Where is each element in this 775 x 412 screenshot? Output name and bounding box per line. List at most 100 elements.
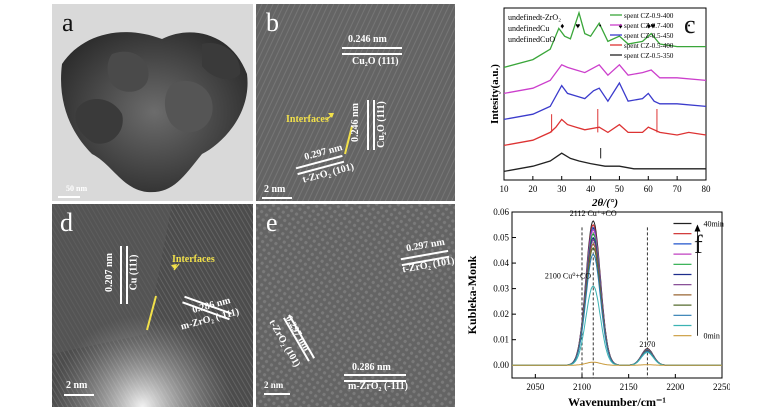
tem-image-b [256, 4, 455, 201]
scale-bar-b [262, 197, 292, 199]
panel-f: f 2050 2100 2150 2200 2250 0.00 0.01 0.02 0.03 0.… [458, 206, 730, 412]
peak-marker: ♦ [619, 21, 623, 30]
panel-b: b 0.246 nm Cu₂O (111) Interfaces 0.246 n… [256, 4, 455, 201]
series-line [512, 236, 722, 366]
lattice-lines-e3 [344, 374, 406, 382]
y-tick-label: 0.01 [493, 335, 509, 345]
tem-image-a [52, 4, 253, 201]
y-tick-label: 0.05 [493, 233, 509, 243]
x-tick-label: 50 [615, 184, 625, 194]
plane-label-b2: Cu₂O (111) [375, 101, 387, 148]
x-tick-label: 20 [528, 184, 538, 194]
peak-annotation: 2170 [639, 340, 655, 349]
interface-arrow-d [146, 263, 180, 331]
x-axis-label: Wavenumber/cm⁻¹ [568, 395, 666, 409]
x-axis-label: 2θ/(°) [591, 197, 618, 208]
peak-marker: ♥ [651, 21, 656, 30]
interfaces-label-d: Interfaces [172, 254, 215, 265]
panel-c: c 10 20 30 40 50 60 70 80 2θ/(°) Intesity(a.u.) ♦ ♥… [458, 0, 718, 208]
series-line [512, 361, 722, 366]
plane-label-b1: Cu₂O (111) [352, 56, 399, 67]
time-arrowhead [694, 224, 701, 232]
marker-legend-entry: undefinedt-ZrO₂ [508, 13, 561, 22]
y-tick-label: 0.03 [493, 284, 509, 294]
plot-frame [503, 7, 707, 181]
peak-annotation: 2112 Cu⁺+CO [570, 209, 617, 218]
peak-marker: • [599, 21, 602, 30]
panel-label-b: b [266, 8, 279, 37]
scale-bar-d [64, 394, 94, 396]
spacing-label-e3: 0.286 nm [352, 362, 391, 373]
series-line [512, 229, 722, 366]
series-line [503, 81, 707, 121]
legend-entry: spent CZ-0.5-450 [624, 32, 674, 40]
x-tick-label: 2100 [573, 382, 592, 392]
x-tick-label: 30 [557, 184, 567, 194]
x-tick-label: 40 [586, 184, 596, 194]
y-axis-label: Intesity(a.u.) [489, 64, 501, 124]
peak-annotation: 2100 Cu⁰+CO [545, 272, 591, 281]
series-line [512, 232, 722, 366]
panel-label-a: a [62, 8, 74, 37]
drifts-chart: 2050 2100 2150 2200 2250 0.00 0.01 0.02 0.03 0.04… [465, 207, 730, 409]
series-line [512, 239, 722, 366]
series-line [503, 63, 707, 95]
series-line [512, 253, 722, 366]
plot-frame [511, 211, 723, 379]
panel-label-c: c [684, 10, 696, 39]
peak-marker: • [688, 21, 691, 30]
series-line [512, 247, 722, 366]
panel-d: d 0.207 nm Cu (111) Interfaces 0.286 nm … [52, 204, 253, 407]
legend-entry: spent CZ-0.7-400 [624, 22, 674, 30]
y-tick-label: 0.02 [493, 309, 509, 319]
plane-label-e3: m-ZrO₂ (-111) [348, 381, 408, 392]
arrow-label-top: 40min [703, 219, 723, 228]
series-line [503, 152, 706, 173]
panel-label-d: d [60, 208, 73, 237]
panel-label-f: f [694, 230, 703, 259]
y-tick-label: 0.06 [493, 207, 509, 217]
x-tick-label: 60 [644, 184, 654, 194]
legend-entry: spent CZ-0.9-400 [624, 12, 674, 20]
x-tick-label: 2250 [713, 382, 730, 392]
panel-e: e 0.297 nm t-ZrO₂ (101) 0.297 nm t-ZrO₂ … [256, 204, 455, 407]
x-tick-label: 2200 [666, 382, 685, 392]
scale-text-e: 2 nm [264, 380, 284, 390]
peak-marker: ♦ [560, 21, 564, 30]
y-tick-label: 0.00 [493, 360, 509, 370]
x-tick-label: 80 [702, 184, 712, 194]
x-tick-label: 70 [673, 184, 683, 194]
x-tick-label: 2150 [620, 382, 639, 392]
arrow-label-bottom: 0min [703, 332, 719, 341]
legend-entry: spent CZ-0.5-400 [624, 42, 674, 50]
series-line [503, 10, 706, 69]
interface-arrow-b [325, 113, 353, 155]
peak-marker: ♦ [647, 21, 651, 30]
lattice-lines-b1 [342, 47, 402, 55]
scale-bar-e [264, 393, 290, 395]
interfaces-label-b: Interfaces [286, 114, 329, 125]
panel-a: a 50 nm [52, 4, 253, 201]
scale-bar-a [58, 196, 80, 198]
series-line [503, 118, 707, 147]
legend-entry: spent CZ-0.5-350 [624, 52, 674, 60]
marker-legend-entry: undefinedCuO [508, 35, 555, 44]
scale-text-a: 50 nm [66, 184, 88, 193]
panel-label-e: e [266, 208, 278, 237]
spacing-label-b1: 0.246 nm [348, 34, 387, 45]
scale-text-b: 2 nm [264, 184, 286, 195]
series-line [512, 220, 722, 366]
scale-text-d: 2 nm [66, 380, 88, 391]
spacing-label-b2: 0.246 nm [349, 103, 361, 142]
x-tick-label: 2050 [526, 382, 545, 392]
tem-image-e [256, 204, 455, 407]
y-axis-label: Kubleka-Monk [465, 255, 479, 334]
peak-marker: ♥ [575, 21, 580, 30]
x-tick-label: 10 [500, 184, 510, 194]
lattice-lines-d1 [120, 246, 128, 304]
marker-legend-entry: undefinedCu [508, 24, 549, 33]
lattice-lines-b2 [367, 100, 375, 150]
series-line [512, 226, 722, 366]
y-tick-label: 0.04 [493, 258, 509, 268]
